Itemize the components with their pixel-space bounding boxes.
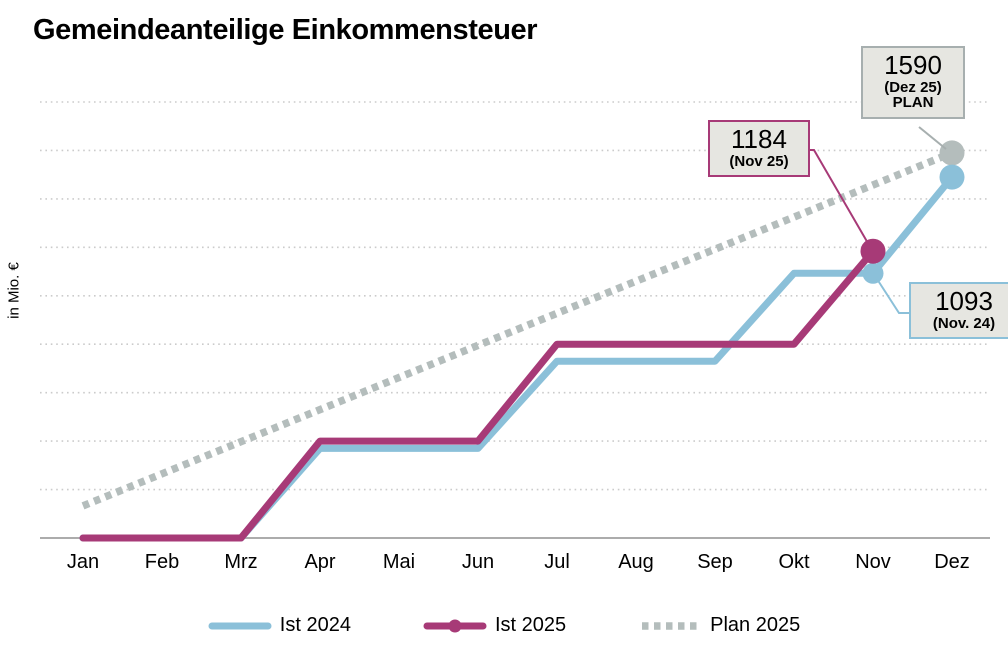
chart-title: Gemeindeanteilige Einkommensteuer (33, 14, 538, 46)
annotation-value: 1093 (935, 286, 993, 316)
x-axis-ticks: Jan Feb Mrz Apr Mai Jun Jul Aug Sep Okt Nov Dez (0, 551, 1008, 577)
x-axis-tick-jan: Jan (66, 551, 100, 573)
marker-ist2024-dez (939, 164, 965, 190)
callout-line-ist2024 (876, 278, 911, 314)
x-axis-tick-jun: Jun (461, 551, 495, 573)
legend-item-ist2025: Ist 2025 (423, 614, 566, 637)
x-axis-tick-apr: Apr (304, 551, 336, 573)
legend-swatch-plan (642, 621, 699, 630)
legend: Ist 2024 Ist 2025 Plan 2025 (0, 614, 1008, 637)
x-axis-tick-mrz: Mrz (224, 551, 258, 573)
series-line-plan (81, 149, 954, 510)
x-axis-tick-jul: Jul (544, 551, 570, 573)
marker-ist2024-nov (862, 262, 884, 284)
legend-label: Ist 2024 (279, 614, 351, 636)
x-axis-tick-dez: Dez (934, 551, 970, 573)
annotation-ist2024-nov: 1093 (Nov. 24) (909, 282, 1008, 340)
x-axis-tick-feb: Feb (144, 551, 180, 573)
legend-item-ist2024: Ist 2024 (208, 614, 351, 637)
legend-label: Ist 2025 (494, 614, 567, 636)
annotation-sublabel: (Nov. 24) (932, 314, 996, 332)
legend-swatch-ist2024 (208, 622, 272, 629)
x-axis-tick-sep: Sep (697, 551, 733, 573)
callout-line-plan (918, 126, 947, 150)
marker-plan-dez (939, 140, 965, 166)
x-axis-tick-nov: Nov (855, 551, 891, 573)
x-axis-tick-mai: Mai (382, 551, 416, 573)
legend-item-plan: Plan 2025 (638, 614, 800, 637)
annotation-sublabel2: PLAN (892, 94, 934, 112)
x-axis-tick-okt: Okt (778, 551, 810, 573)
series-line-ist2025 (79, 247, 877, 542)
annotation-value: 1590 (884, 50, 942, 80)
annotation-sublabel: (Nov 25) (729, 152, 789, 170)
legend-swatch-ist2025 (423, 619, 487, 632)
annotation-value: 1184 (731, 124, 787, 154)
annotation-ist2025-nov: 1184 (Nov 25) (708, 120, 810, 178)
legend-label: Plan 2025 (710, 614, 801, 636)
series-line-ist2024 (79, 173, 956, 542)
annotation-plan-dez: 1590 (Dez 25) PLAN (861, 46, 965, 120)
marker-ist2025-nov (860, 238, 886, 264)
annotation-sublabel: (Dez 25) (884, 78, 942, 96)
x-axis-tick-aug: Aug (618, 551, 654, 573)
